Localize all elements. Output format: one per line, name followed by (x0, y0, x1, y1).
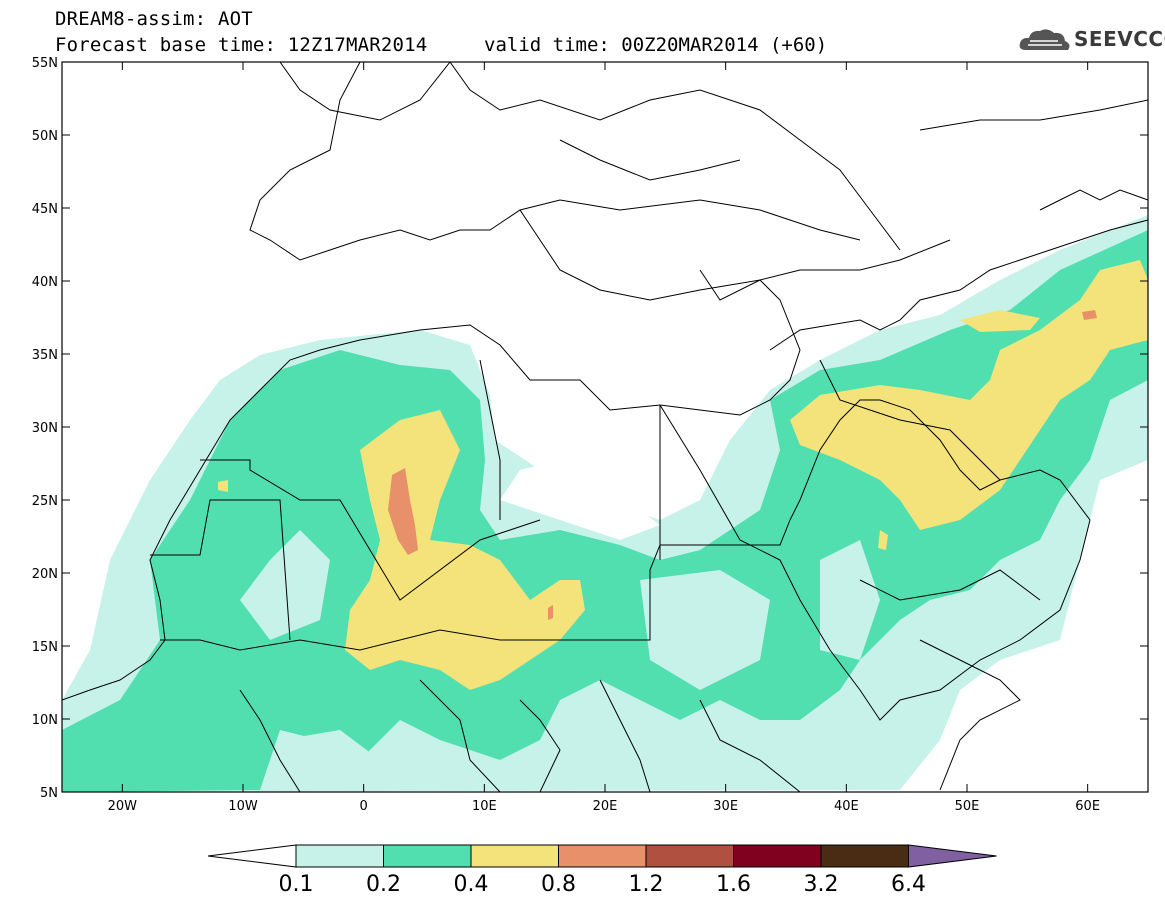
lat-tick-label: 5N (40, 786, 58, 801)
logo-text: SEEVCCC (1074, 27, 1165, 51)
lon-tick-label: 10E (472, 799, 497, 814)
lon-tick-label: 20W (108, 799, 138, 814)
colorbar-max-arrow (908, 844, 997, 868)
colorbar-swatch (733, 844, 822, 868)
lat-tick-label: 40N (32, 275, 58, 290)
colorbar-swatch (383, 844, 472, 868)
colorbar-level-label: 6.4 (891, 872, 926, 897)
colorbar-level-label: 0.1 (278, 872, 314, 897)
lon-tick-label: 10W (228, 799, 258, 814)
colorbar-level-label: 3.2 (803, 872, 839, 897)
lat-tick-label: 15N (32, 640, 58, 655)
valid-time: valid time: 00Z20MAR2014 (+60) (484, 34, 828, 56)
colorbar-swatch (645, 844, 734, 868)
axis-ticks (62, 61, 1148, 793)
colorbar-swatch (470, 844, 559, 868)
cloud-logo-icon (1019, 29, 1070, 50)
colorbar-level-label: 1.2 (628, 872, 664, 897)
colorbar-level-label: 0.8 (541, 872, 576, 897)
aot-shading (62, 62, 1148, 792)
aot-region-green (62, 230, 1148, 792)
lon-tick-label: 60E (1075, 799, 1100, 814)
colorbar-level-label: 0.2 (366, 872, 401, 897)
axis-tick-labels: 5N 10N 15N 20N 25N 30N 35N 40N 45N 50N 55N 20W 10W 0 1… (32, 56, 1100, 814)
colorbar-swatch (295, 844, 384, 868)
colorbar-level-label: 0.4 (453, 872, 489, 897)
coastlines (62, 62, 1148, 792)
lat-tick-label: 20N (32, 567, 58, 582)
colorbar-level-label: 1.6 (716, 872, 751, 897)
lon-tick-label: 30E (713, 799, 738, 814)
colorbar (207, 844, 997, 868)
lon-tick-label: 20E (593, 799, 618, 814)
lat-tick-label: 50N (32, 129, 58, 144)
colorbar-swatch (558, 844, 647, 868)
forecast-base-time: Forecast base time: 12Z17MAR2014 (55, 34, 428, 56)
map-title: DREAM8-assim: AOT (55, 8, 253, 30)
lon-tick-label: 40E (834, 799, 859, 814)
lat-tick-label: 45N (32, 202, 58, 217)
lat-tick-label: 10N (32, 713, 58, 728)
lon-tick-label: 50E (955, 799, 980, 814)
lon-tick-label: 0 (360, 799, 368, 814)
aot-region-salmon (388, 468, 418, 555)
aot-region-yellow-east (790, 260, 1148, 530)
lat-tick-label: 55N (32, 56, 58, 71)
colorbar-min-arrow (207, 844, 297, 868)
colorbar-swatch (820, 844, 909, 868)
lat-tick-label: 35N (32, 348, 58, 363)
lat-tick-label: 30N (32, 421, 58, 436)
lat-tick-label: 25N (32, 494, 58, 509)
